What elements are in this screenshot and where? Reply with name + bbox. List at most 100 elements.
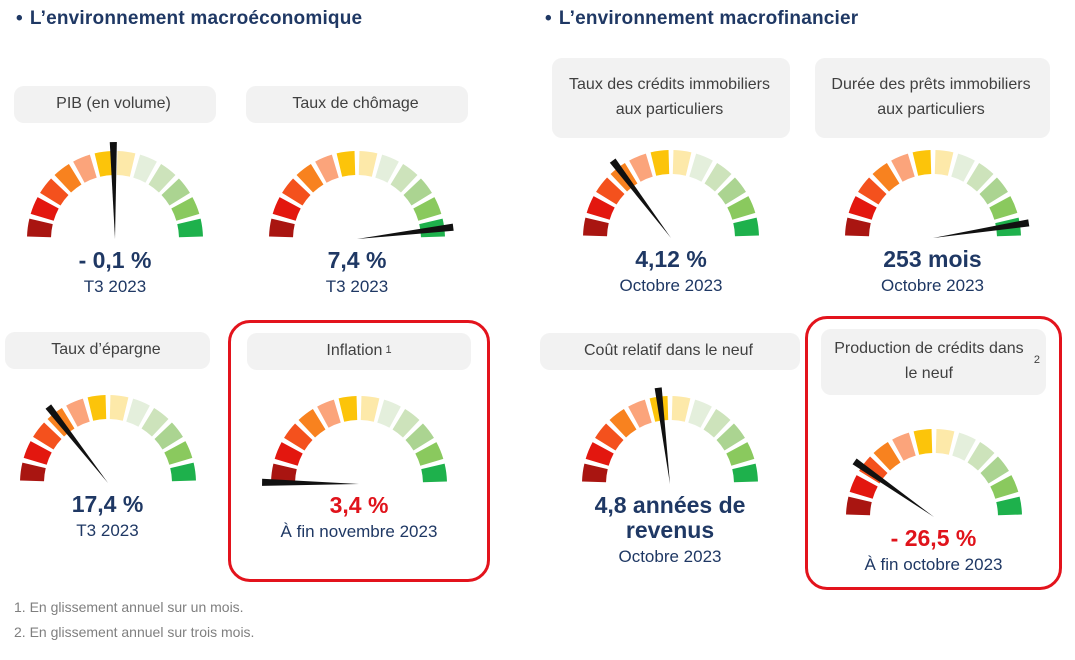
gauge-segment xyxy=(980,456,1009,484)
indicator-label-pill: PIB (en volume) xyxy=(14,86,216,123)
gauge-chart xyxy=(844,150,1029,238)
gauge-segment xyxy=(405,423,434,451)
gauge-segment xyxy=(689,153,713,182)
gauge-segment xyxy=(269,218,295,238)
gauge-chart xyxy=(262,396,447,486)
gauge-segment xyxy=(951,432,976,461)
gauge-needle-icon xyxy=(109,142,117,239)
indicator-card-chomage: Taux de chômage 7,4 % T3 2023 xyxy=(246,86,468,297)
gauge-needle-icon xyxy=(932,219,1029,238)
gauge-segment xyxy=(403,178,432,206)
gauge-segment xyxy=(54,164,82,193)
indicator-label-pill: Production de crédits dans le neuf 2 xyxy=(821,329,1046,395)
gauge-segment xyxy=(116,151,136,177)
gauge-segment xyxy=(415,442,444,466)
gauge-chart xyxy=(27,142,203,239)
indicator-value: - 0,1 % xyxy=(78,247,152,273)
indicator-period: T3 2023 xyxy=(325,276,389,296)
indicator-period: Octobre 2023 xyxy=(619,275,723,295)
gauge-segment xyxy=(298,409,326,438)
gauge-segment xyxy=(912,150,931,176)
gauge-segment xyxy=(109,395,128,421)
footnotes: 1. En glissement annuel sur un mois. 2. … xyxy=(14,595,254,645)
gauge-segment xyxy=(171,197,200,221)
gauge-segment xyxy=(891,432,916,461)
indicator-value: 7,4 % xyxy=(327,247,387,273)
indicator-card-cout-relatif: Coût relatif dans le neuf 4,8 années de … xyxy=(540,333,800,567)
gauge-segment xyxy=(282,178,311,206)
gauge-segment xyxy=(582,463,608,483)
gauge-segment xyxy=(338,396,358,422)
gauge-segment xyxy=(672,150,692,176)
indicator-label-pill: Coût relatif dans le neuf xyxy=(540,333,800,370)
gauge-segment xyxy=(27,218,53,238)
indicator-period: À fin novembre 2023 xyxy=(280,521,438,541)
gauge-segment xyxy=(336,151,356,177)
gauge-needle-icon xyxy=(357,223,454,239)
gauge-segment xyxy=(628,399,652,428)
gauge-chart xyxy=(845,429,1022,517)
gauge-segment xyxy=(40,178,69,206)
gauge-segment xyxy=(169,462,196,482)
gauge-segment xyxy=(845,496,872,516)
gauge-segment xyxy=(950,153,975,182)
gauge-segment xyxy=(988,196,1017,220)
gauge-segment xyxy=(284,423,313,451)
gauge-chart xyxy=(583,150,759,238)
gauge-segment xyxy=(995,496,1022,516)
indicator-label-sup: 2 xyxy=(1033,354,1040,367)
gauge-segment xyxy=(358,151,378,177)
gauge-segment xyxy=(733,217,759,237)
bullet-icon: • xyxy=(545,8,552,29)
section-title-text: L’environnement macroéconomique xyxy=(29,8,363,29)
indicator-card-inflation: Inflation 1 3,4 % À fin novembre 2023 xyxy=(228,320,490,582)
indicator-label: Coût relatif dans le neuf xyxy=(584,342,753,360)
gauge-needle-icon xyxy=(609,158,671,238)
gauge-segment xyxy=(377,399,401,428)
gauge-chart xyxy=(269,151,454,239)
gauge-segment xyxy=(583,217,609,237)
gauge-segment xyxy=(873,442,900,471)
indicator-label: PIB (en volume) xyxy=(56,95,171,113)
gauge-segment xyxy=(163,441,192,465)
indicator-period: T3 2023 xyxy=(83,276,147,296)
gauge-segment xyxy=(890,153,915,182)
gauge-segment xyxy=(65,398,90,427)
gauge-segment xyxy=(872,163,899,192)
gauge-segment xyxy=(296,164,324,193)
gauge-segment xyxy=(274,442,303,466)
gauge-segment xyxy=(421,463,447,483)
gauge-segment xyxy=(596,177,625,205)
gauge-segment xyxy=(849,475,878,499)
indicator-label-pill: Inflation 1 xyxy=(247,333,471,370)
gauge-segment xyxy=(148,164,176,193)
gauge-segment xyxy=(704,163,732,192)
gauge-segment xyxy=(30,197,59,221)
gauge-segment xyxy=(161,178,190,206)
gauge-segment xyxy=(966,163,993,192)
footnote: 1. En glissement annuel sur un mois. xyxy=(14,599,244,615)
gauge-segment xyxy=(609,409,637,438)
gauge-segment xyxy=(154,422,183,450)
gauge-segment xyxy=(272,197,301,221)
gauge-segment xyxy=(727,196,756,220)
gauge-segment xyxy=(315,154,339,183)
gauge-needle-icon xyxy=(654,387,670,484)
gauge-needle-icon xyxy=(852,458,934,517)
indicator-period: Octobre 2023 xyxy=(618,546,722,566)
gauge-segment xyxy=(650,150,670,176)
gauge-segment xyxy=(23,441,52,465)
indicator-label-sup: 1 xyxy=(385,343,392,356)
gauge-segment xyxy=(979,177,1008,205)
gauge-segment xyxy=(94,151,114,177)
gauge-segment xyxy=(271,463,297,483)
indicator-card-taux-credits: Taux des crédits immobiliers aux particu… xyxy=(552,58,790,296)
gauge-segment xyxy=(177,218,203,238)
section-title-text: L’environnement macrofinancier xyxy=(558,8,859,29)
indicator-period: À fin octobre 2023 xyxy=(864,554,1003,574)
indicator-label-pill: Taux de chômage xyxy=(246,86,468,123)
gauge-needle-icon xyxy=(45,404,108,483)
indicator-label: Durée des prêts immobiliers aux particul… xyxy=(831,76,1031,118)
gauge-segment xyxy=(848,196,877,220)
gauge-segment xyxy=(413,197,442,221)
